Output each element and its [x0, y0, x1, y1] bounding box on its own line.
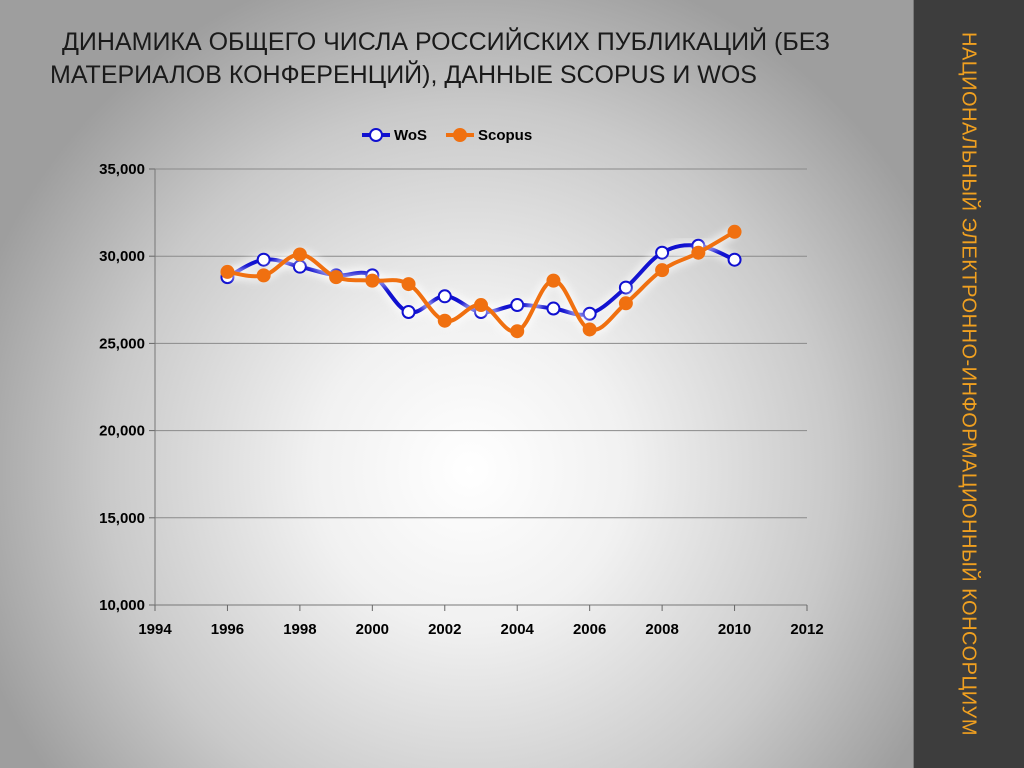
chart-axes: 10,000 15,000 20,000 25,000 30,000 35,000 1994…	[99, 161, 824, 638]
y-tick-label: 20,000	[99, 423, 145, 440]
chart-series	[220, 224, 742, 339]
line-chart: 10,000 15,000 20,000 25,000 30,000 35,000 1994…	[99, 127, 824, 638]
point-scopus	[220, 264, 235, 279]
x-tick-label: 2004	[501, 621, 535, 638]
point-scopus	[437, 313, 452, 328]
point-scopus	[546, 273, 561, 288]
x-tick-label: 1998	[283, 621, 316, 638]
slide-title-line-2: МАТЕРИАЛОВ КОНФЕРЕНЦИЙ), ДАННЫЕ SCOPUS И…	[50, 61, 757, 89]
sidebar-panel	[913, 0, 1024, 768]
point-wos	[655, 245, 670, 260]
y-tick-label: 35,000	[99, 161, 145, 178]
point-wos	[510, 298, 525, 313]
point-scopus	[329, 270, 344, 285]
point-scopus	[691, 245, 706, 260]
legend-marker-wos	[369, 128, 383, 142]
x-tick-label: 2002	[428, 621, 461, 638]
point-wos	[618, 280, 633, 295]
slide-title-line-1: ДИНАМИКА ОБЩЕГО ЧИСЛА РОССИЙСКИХ ПУБЛИКА…	[62, 28, 831, 56]
x-tick-label: 1994	[138, 621, 172, 638]
legend-label-scopus: Scopus	[478, 127, 532, 144]
chart-grid	[155, 168, 807, 606]
point-wos	[727, 252, 742, 267]
point-scopus	[618, 296, 633, 311]
point-scopus	[510, 324, 525, 339]
x-tick-label: 2000	[356, 621, 389, 638]
point-scopus	[256, 268, 271, 283]
point-wos	[292, 259, 307, 274]
point-scopus	[292, 247, 307, 262]
point-scopus	[474, 298, 488, 313]
point-scopus	[401, 277, 416, 292]
point-scopus	[655, 263, 670, 278]
point-wos	[437, 289, 452, 304]
x-tick-label: 2012	[790, 621, 823, 638]
x-tick-label: 2010	[718, 621, 751, 638]
point-wos	[546, 301, 561, 316]
point-scopus	[365, 273, 380, 288]
chart-legend: WoS Scopus	[362, 127, 532, 144]
y-tick-label: 15,000	[99, 510, 145, 527]
x-tick-label: 2006	[573, 621, 606, 638]
y-tick-label: 30,000	[99, 248, 145, 265]
x-tick-label: 1996	[211, 621, 244, 638]
y-tick-label: 10,000	[99, 597, 145, 614]
point-wos	[401, 305, 416, 320]
point-scopus	[582, 322, 597, 337]
sidebar-vertical-text: НАЦИОНАЛЬНЫЙ ЭЛЕКТРОННО-ИНФОРМАЦИОННЫЙ К…	[957, 32, 980, 736]
point-scopus	[727, 224, 742, 239]
x-tick-label: 2008	[645, 621, 678, 638]
legend-marker-scopus	[453, 128, 467, 142]
point-wos	[256, 252, 271, 267]
slide-title: ДИНАМИКА ОБЩЕГО ЧИСЛА РОССИЙСКИХ ПУБЛИКА…	[50, 26, 890, 92]
legend-label-wos: WoS	[394, 127, 427, 144]
y-tick-label: 25,000	[99, 335, 145, 352]
